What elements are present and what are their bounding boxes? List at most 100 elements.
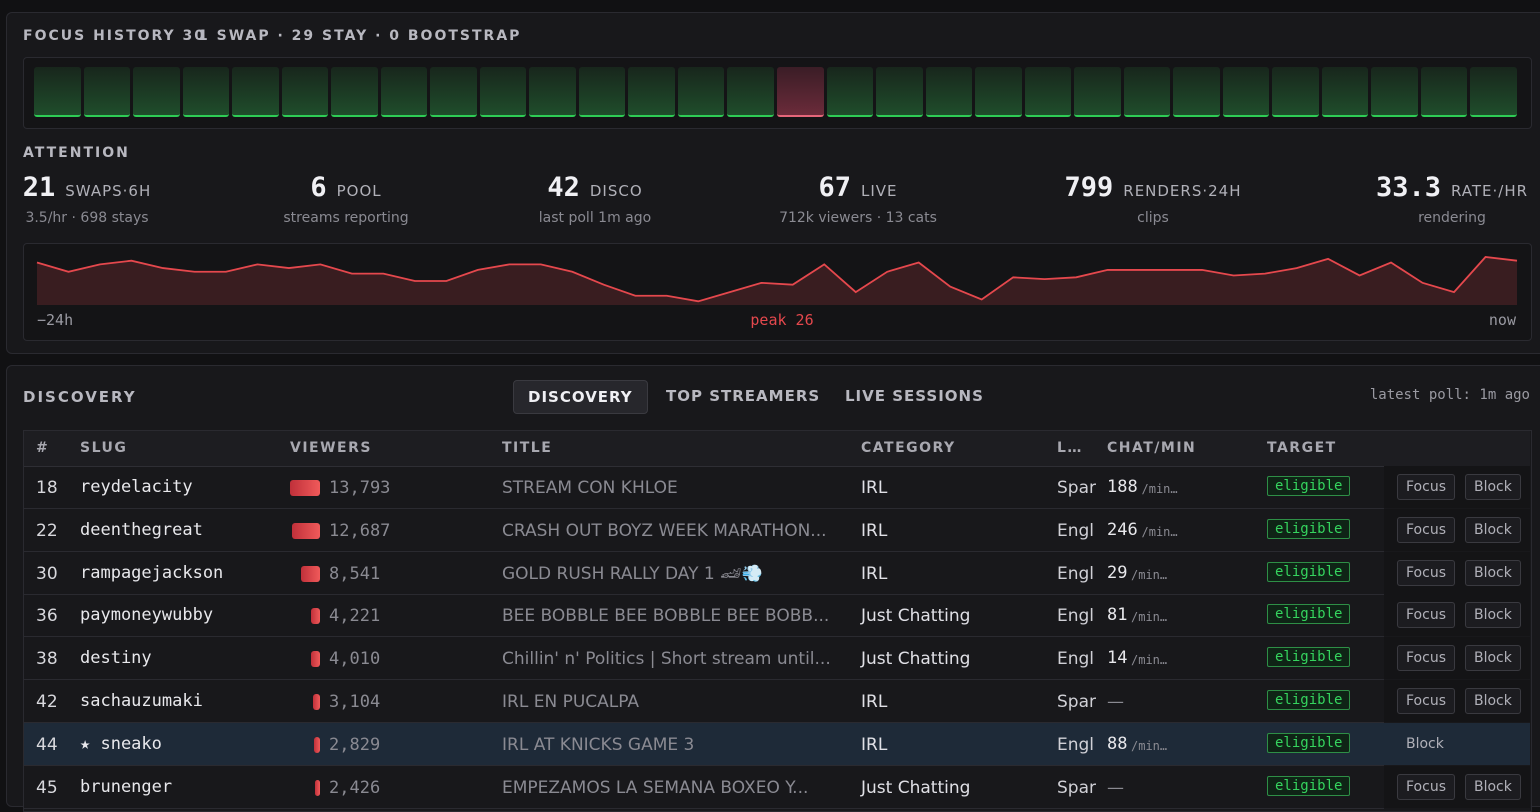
chat-rate: 14 xyxy=(1107,648,1128,669)
row-divider xyxy=(24,508,1384,509)
action-button[interactable]: Block xyxy=(1465,602,1521,629)
category: Just Chatting xyxy=(861,649,971,670)
stat-value: 799 xyxy=(1064,172,1114,203)
latest-poll: latest poll: 1m ago xyxy=(1369,387,1530,403)
row-divider xyxy=(24,679,1384,681)
chat-rate: 246 xyxy=(1107,519,1138,540)
title: STREAM CON KHLOE xyxy=(502,478,678,498)
title: GOLD RUSH RALLY DAY 1 🏎💨 xyxy=(502,563,763,584)
focus-cell-stay xyxy=(133,67,180,117)
stat-label: RENDERS·24H xyxy=(1123,182,1242,200)
slug: rampagejackson xyxy=(80,562,224,583)
row-divider xyxy=(24,764,1384,766)
target: eligible xyxy=(1267,604,1351,625)
language: Spar xyxy=(1057,478,1096,498)
action-button[interactable]: Block xyxy=(1465,688,1521,714)
table-header-bg xyxy=(24,431,1530,467)
tab[interactable]: LIVE SESSIONS xyxy=(845,387,984,405)
focus-cell-stay xyxy=(479,67,527,117)
action-button[interactable]: Focus xyxy=(1397,474,1455,500)
action-button[interactable]: Focus xyxy=(1397,688,1455,714)
column-header: SLUG xyxy=(80,440,128,456)
action-button[interactable]: Focus xyxy=(1397,645,1455,672)
rank: 38 xyxy=(36,649,58,670)
target: eligible xyxy=(1267,518,1351,539)
page: (() => { const data = JSON.parse(documen… xyxy=(6,12,1540,812)
tab[interactable]: TOP STREAMERS xyxy=(666,387,821,405)
focus-cell-stay xyxy=(1074,67,1121,117)
category: IRL xyxy=(861,692,888,712)
tab[interactable]: DISCOVERY xyxy=(513,380,648,414)
stat-sub: 712k viewers · 13 cats xyxy=(779,210,937,226)
rank: 30 xyxy=(36,563,58,584)
action-button[interactable]: Focus xyxy=(1397,602,1455,629)
action-button[interactable]: Block xyxy=(1465,516,1521,543)
viewer-bar xyxy=(301,565,320,582)
focus-cell-stay xyxy=(628,67,675,117)
column-header: CHAT/MIN xyxy=(1107,440,1197,456)
stat-label: SWAPS·6H xyxy=(65,182,152,200)
language: Engl xyxy=(1057,520,1095,541)
action-button[interactable]: Focus xyxy=(1397,773,1455,800)
sparkline-end: now xyxy=(1488,311,1516,329)
focus-cell-stay xyxy=(1024,67,1072,117)
row-divider xyxy=(24,593,1384,595)
focus-cell-stay xyxy=(677,67,725,117)
attention-title: ATTENTION xyxy=(23,145,130,161)
stat-sub: clips xyxy=(1137,210,1169,226)
rank: 36 xyxy=(36,606,58,627)
rank: 22 xyxy=(36,520,58,541)
viewers: 4,010 xyxy=(329,649,381,670)
focus-cell-stay xyxy=(1321,67,1369,117)
chat-rate: — xyxy=(1107,777,1124,798)
action-button[interactable]: Focus xyxy=(1397,559,1455,586)
action-button[interactable]: Block xyxy=(1406,735,1444,752)
language: Spar xyxy=(1057,692,1096,712)
category: IRL xyxy=(861,734,888,755)
action-button[interactable]: Block xyxy=(1465,474,1521,500)
chat-unit: /min… xyxy=(1131,567,1168,582)
action-button[interactable]: Block xyxy=(1465,645,1521,672)
focus-cell-stay xyxy=(1173,67,1220,117)
stat-sub: streams reporting xyxy=(283,210,409,226)
focus-cell-stay xyxy=(876,67,923,117)
viewer-bar xyxy=(313,736,320,753)
viewers: 2,426 xyxy=(329,777,381,798)
action-button[interactable]: Focus xyxy=(1397,516,1455,543)
focus-cell-stay xyxy=(182,67,230,117)
category: IRL xyxy=(861,520,888,541)
sparkline-peak: peak 26 xyxy=(750,311,814,329)
column-header: TARGET xyxy=(1267,440,1337,456)
viewers: 13,793 xyxy=(329,478,391,498)
chat-rate: — xyxy=(1107,692,1124,712)
viewer-bar xyxy=(314,779,320,796)
language: Engl xyxy=(1057,734,1095,755)
stat-value: 67 xyxy=(818,172,851,203)
title: EMPEZAMOS LA SEMANA BOXEO Y... xyxy=(502,777,809,798)
chat-rate: 188 xyxy=(1107,477,1138,497)
viewers: 3,104 xyxy=(329,692,381,712)
focus-cell-stay xyxy=(83,67,131,117)
title: IRL AT KNICKS GAME 3 xyxy=(502,734,695,755)
chat-rate: 81 xyxy=(1107,605,1128,626)
focus-cell-stay xyxy=(578,67,626,117)
viewers: 4,221 xyxy=(329,606,381,627)
stat: 799 RENDERS·24H xyxy=(1033,172,1273,203)
focus-cell-swap xyxy=(777,67,824,117)
row-divider xyxy=(24,550,1384,552)
action-button[interactable]: Block xyxy=(1465,773,1521,800)
stat: 42 DISCO xyxy=(475,172,715,203)
target: eligible xyxy=(1267,476,1351,496)
row-divider xyxy=(24,636,1384,638)
focus-cell-stay xyxy=(1222,67,1270,117)
rank: 45 xyxy=(36,777,58,798)
chat-unit: /min… xyxy=(1131,738,1168,753)
viewer-bar xyxy=(311,651,320,668)
stat-label: POOL xyxy=(336,182,382,200)
action-button[interactable]: Block xyxy=(1465,559,1521,586)
stat-label: DISCO xyxy=(589,182,643,200)
language: Spar xyxy=(1057,777,1096,798)
viewer-bar xyxy=(313,694,320,710)
focus-cell-stay xyxy=(925,67,973,117)
viewers: 12,687 xyxy=(329,520,391,541)
